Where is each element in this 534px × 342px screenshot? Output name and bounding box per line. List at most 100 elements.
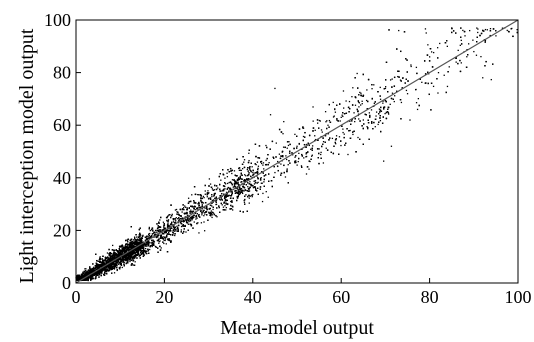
data-point	[130, 244, 132, 246]
data-point	[241, 191, 243, 194]
data-point	[180, 229, 182, 231]
data-point	[122, 246, 124, 248]
data-point	[248, 197, 250, 199]
data-point	[260, 177, 262, 179]
data-point	[182, 208, 185, 211]
data-point	[243, 199, 245, 202]
data-point	[312, 106, 314, 108]
data-point	[112, 259, 114, 261]
data-point	[249, 181, 251, 183]
data-point	[308, 144, 310, 147]
data-point	[123, 261, 125, 263]
data-point	[257, 167, 259, 170]
data-point	[140, 251, 142, 253]
data-point	[286, 169, 288, 171]
data-point	[294, 133, 296, 136]
data-point	[415, 102, 418, 104]
data-point	[192, 206, 194, 208]
data-points	[75, 27, 518, 282]
data-point	[332, 101, 334, 104]
data-point	[256, 175, 258, 177]
data-point	[134, 250, 136, 252]
data-point	[220, 197, 222, 199]
data-point	[164, 238, 167, 240]
data-point	[311, 145, 314, 147]
data-point	[252, 193, 254, 196]
data-point	[146, 252, 148, 255]
data-point	[202, 202, 205, 204]
data-point	[225, 209, 227, 211]
data-point	[302, 135, 305, 138]
data-point	[110, 260, 112, 262]
data-point	[297, 160, 299, 163]
data-point	[201, 208, 204, 210]
data-point	[134, 256, 136, 259]
data-point	[158, 242, 160, 244]
data-point	[212, 212, 215, 214]
data-point	[116, 261, 118, 264]
data-point	[389, 103, 391, 105]
data-point	[185, 231, 187, 233]
data-point	[87, 278, 89, 281]
data-point	[106, 261, 109, 264]
data-point	[166, 219, 168, 222]
data-point	[334, 108, 336, 110]
data-point	[243, 180, 245, 182]
data-point	[231, 172, 233, 175]
data-point	[345, 100, 347, 102]
data-point	[167, 223, 169, 225]
data-point	[163, 242, 165, 245]
data-point	[349, 120, 351, 122]
data-point	[251, 195, 253, 198]
data-point	[154, 245, 157, 248]
data-point	[152, 230, 154, 232]
data-point	[251, 166, 253, 168]
data-point	[260, 160, 263, 163]
data-point	[251, 176, 253, 179]
data-point	[436, 47, 439, 49]
data-point	[176, 225, 178, 227]
data-point	[314, 138, 317, 141]
data-point	[275, 142, 277, 144]
data-point	[120, 246, 123, 248]
data-point	[253, 180, 255, 182]
data-point	[237, 183, 239, 185]
data-point	[217, 187, 219, 189]
data-point	[261, 182, 263, 184]
data-point	[125, 259, 127, 262]
data-point	[177, 229, 179, 231]
data-point	[360, 104, 362, 106]
data-point	[149, 229, 151, 232]
data-point	[105, 260, 107, 262]
data-point	[370, 109, 373, 111]
data-point	[472, 39, 474, 41]
data-point	[124, 251, 127, 254]
data-point	[375, 115, 377, 117]
data-point	[263, 168, 265, 170]
data-point	[421, 81, 423, 83]
data-point	[388, 113, 390, 115]
data-point	[144, 244, 146, 246]
data-point	[119, 257, 122, 259]
data-point	[302, 127, 305, 129]
data-point	[262, 164, 264, 166]
data-point	[214, 197, 216, 199]
data-point	[215, 199, 218, 201]
data-point	[359, 91, 361, 94]
data-point	[215, 203, 218, 206]
data-point	[261, 200, 264, 203]
data-point	[249, 169, 251, 171]
data-point	[133, 236, 136, 238]
data-point	[236, 192, 238, 194]
data-point	[457, 49, 459, 52]
data-point	[318, 119, 321, 122]
data-point	[208, 211, 210, 213]
data-point	[295, 160, 297, 162]
data-point	[276, 165, 279, 167]
data-point	[211, 200, 213, 202]
data-point	[204, 207, 206, 209]
data-point	[184, 205, 186, 207]
data-point	[228, 187, 231, 189]
data-point	[193, 202, 195, 204]
data-point	[203, 197, 205, 199]
